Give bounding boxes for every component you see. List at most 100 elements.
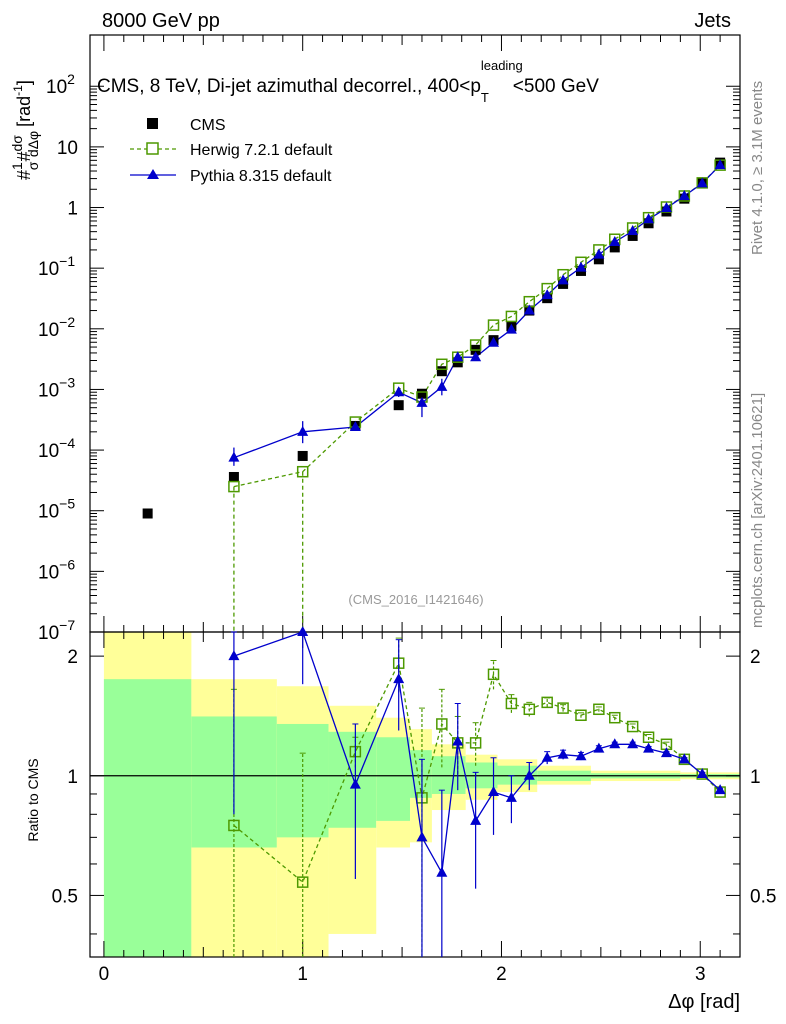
plot-title-sub: T (481, 90, 489, 105)
x-tick-label: 0 (99, 964, 110, 985)
svg-text:#1σ#dσdΔφ[rad-1]: #1σ#dσdΔφ[rad-1] (9, 80, 41, 180)
pythia-point (627, 225, 639, 236)
ratio-y-tick-label-left: 0.5 (52, 886, 78, 907)
pythia-ratio-point (696, 768, 708, 779)
main-ylabel: #1σ#dσdΔφ[rad-1] (9, 80, 41, 180)
legend-marker-cms (147, 118, 158, 129)
main-series (142, 157, 726, 632)
pythia-ratio-point (452, 735, 464, 746)
herwig-point (228, 480, 240, 493)
main-y-tick-base: 10 (38, 259, 59, 280)
herwig-point (296, 465, 309, 478)
pythia-ratio-point (557, 748, 569, 759)
pythia-ratio-point (541, 751, 553, 762)
cms-point (627, 230, 638, 241)
x-tick-label: 1 (297, 964, 308, 985)
cms-point (416, 388, 427, 399)
cms-point (609, 242, 620, 253)
ratio-y-tick-label-right: 2 (750, 647, 761, 668)
pythia-point (557, 274, 569, 285)
analysis-watermark: (CMS_2016_I1421646) (348, 592, 483, 607)
ylabel-unit-close: ] (14, 80, 34, 85)
main-y-tick-exp: −2 (59, 314, 75, 330)
main-y-tick-base: 10 (38, 623, 59, 644)
herwig-ratio-point (469, 737, 482, 749)
pythia-ratio-point (660, 747, 672, 758)
main-y-tick-label: 10−2 (38, 314, 75, 341)
main-y-tick-base: 10 (46, 77, 67, 98)
herwig-ratio-point (626, 720, 639, 733)
pythia-point (678, 189, 690, 200)
pythia-ratio-point (297, 626, 309, 636)
main-y-tick-exp: 2 (67, 71, 75, 87)
herwig-point (469, 339, 482, 351)
main-plot-frame (89, 34, 741, 633)
legend-marker-pythia (147, 169, 159, 179)
mcplots-site-label: mcplots.cern.ch [arXiv:2401.10621] (749, 393, 766, 628)
x-tick-label: 3 (695, 964, 706, 985)
herwig-ratio-point (523, 703, 536, 716)
legend-marker-herwig (146, 142, 159, 155)
main-y-tick-exp: −4 (59, 435, 75, 451)
pythia-point (660, 202, 672, 213)
ratio-y-tick-label-right: 1 (750, 767, 761, 788)
pythia-point (349, 421, 361, 432)
herwig-point (487, 319, 500, 331)
main-y-tick-base: 10 (38, 441, 59, 462)
main-y-tick-label: 10−7 (38, 617, 75, 644)
herwig-ratio-point (436, 718, 448, 730)
ylabel-d2: dΔφ (25, 131, 41, 157)
pythia-point (297, 425, 309, 436)
plot-title-tail: <500 GeV (513, 76, 599, 97)
ylabel-p2: # (14, 152, 34, 162)
plot-title-main: CMS, 8 TeV, Di-jet azimuthal decorrel., … (97, 76, 481, 97)
ratio-y-tick-label-left: 2 (67, 647, 78, 668)
pythia-point (609, 236, 621, 247)
main-y-tick-label: 102 (46, 71, 75, 98)
ylabel-p1: # (14, 170, 34, 180)
cms-point (593, 254, 604, 265)
pythia-ratio-point (436, 866, 448, 877)
ylabel-n2: dσ (9, 135, 25, 152)
pythia-point (575, 261, 587, 272)
pythia-point (696, 177, 708, 188)
main-y-tick-base: 10 (38, 320, 59, 341)
pythia-ratio-point (678, 753, 690, 764)
main-y-tick-label: 10 (57, 138, 78, 159)
pythia-ratio-point (470, 814, 482, 825)
ylabel-unit: [rad (14, 96, 34, 127)
pythia-ratio-point (643, 742, 655, 753)
main-y-tick-base: 10 (57, 138, 78, 159)
herwig-point (436, 358, 448, 371)
herwig-point (505, 310, 518, 323)
ratio-plot-frame (89, 631, 741, 958)
herwig-ratio-point (609, 711, 621, 724)
pythia-ratio-point (505, 791, 517, 802)
main-y-tick-label: 10−6 (38, 556, 75, 583)
cms-point (142, 508, 153, 519)
cms-point (393, 400, 404, 411)
pythia-point (523, 304, 535, 315)
main-y-tick-exp: −1 (59, 253, 75, 269)
pythia-point (416, 396, 428, 407)
herwig-ratio-line (233, 661, 721, 884)
pythia-ratio-line (233, 631, 721, 875)
legend-label-herwig: Herwig 7.2.1 default (190, 142, 333, 159)
category-label: Jets (694, 10, 731, 32)
herwig-ratio-point (575, 709, 587, 721)
pythia-ratio-point (416, 831, 428, 842)
pythia-point (436, 380, 448, 391)
pythia-point (470, 351, 482, 362)
pythia-point (505, 323, 517, 334)
rivet-version-label: Rivet 4.1.0, ≥ 3.1M events (749, 81, 766, 255)
main-y-tick-label: 10−4 (38, 435, 75, 462)
herwig-line (233, 164, 721, 488)
main-y-tick-base: 10 (38, 562, 59, 583)
main-y-tick-label: 10−3 (38, 374, 75, 401)
pythia-ratio-point (593, 742, 605, 753)
ratio-series (228, 626, 726, 957)
legend: CMS Herwig 7.2.1 default Pythia 8.315 de… (130, 117, 333, 185)
cms-point (297, 450, 308, 461)
x-tick-label: 2 (496, 964, 507, 985)
herwig-ratio-point (228, 819, 240, 832)
